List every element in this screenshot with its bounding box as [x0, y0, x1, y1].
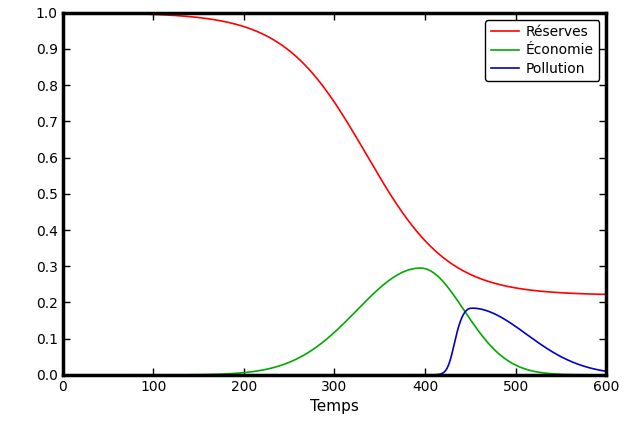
- Réserves: [302, 63, 310, 69]
- Line: Pollution: Pollution: [62, 308, 606, 375]
- Réserves: [602, 292, 610, 297]
- Pollution: [469, 305, 477, 311]
- Économie: [188, 372, 196, 377]
- Pollution: [191, 372, 198, 377]
- Pollution: [598, 368, 606, 373]
- Économie: [185, 372, 192, 377]
- Pollution: [602, 369, 610, 374]
- Pollution: [264, 372, 271, 377]
- Économie: [417, 265, 424, 271]
- Économie: [598, 372, 606, 377]
- Économie: [59, 372, 66, 377]
- Pollution: [185, 372, 192, 377]
- Économie: [264, 366, 271, 371]
- Réserves: [188, 14, 196, 19]
- Réserves: [264, 34, 271, 39]
- X-axis label: Temps: Temps: [310, 399, 359, 414]
- Réserves: [598, 292, 606, 297]
- Réserves: [191, 14, 198, 20]
- Économie: [302, 351, 310, 357]
- Line: Réserves: Réserves: [62, 13, 606, 294]
- Pollution: [188, 372, 196, 377]
- Legend: Réserves, Économie, Pollution: Réserves, Économie, Pollution: [486, 20, 599, 81]
- Pollution: [59, 372, 66, 377]
- Économie: [602, 372, 610, 377]
- Pollution: [302, 372, 310, 377]
- Line: Économie: Économie: [62, 268, 606, 375]
- Réserves: [185, 14, 192, 19]
- Économie: [191, 372, 198, 377]
- Réserves: [59, 10, 66, 15]
